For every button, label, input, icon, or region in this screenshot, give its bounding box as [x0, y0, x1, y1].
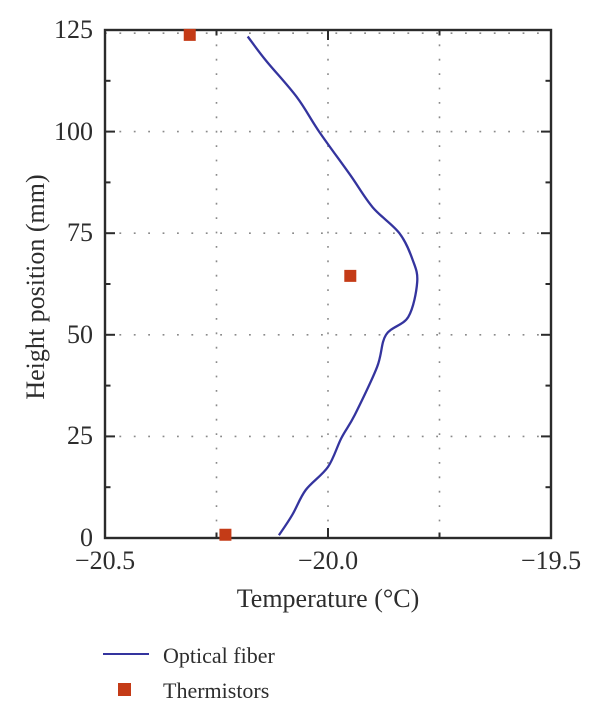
y-axis-title: Height position (mm)	[21, 174, 50, 400]
thermistor-marker	[344, 269, 357, 282]
thermistor-marker	[183, 28, 196, 41]
optical-fiber-curve	[246, 35, 419, 536]
x-tick-label: −20.5	[74, 546, 136, 575]
plot-frame	[103, 28, 553, 540]
y-tick-label: 125	[54, 15, 93, 44]
y-tick-label: 75	[67, 218, 93, 248]
y-tick-label: 50	[67, 319, 93, 349]
thermistor-square-icon	[118, 683, 131, 696]
y-tick-label: 25	[67, 421, 93, 451]
x-axis-title: Temperature (°C)	[236, 584, 420, 613]
x-tick-label: −20.0	[297, 546, 359, 575]
y-tick-label: 0	[80, 523, 93, 552]
x-tick-label: −19.5	[520, 546, 582, 575]
thermistor-marker	[219, 528, 232, 541]
optical-fiber-line-icon	[103, 653, 149, 655]
y-tick-label: 100	[54, 116, 93, 146]
legend-label-optical-fiber: Optical fiber	[163, 643, 275, 668]
legend-label-thermistors: Thermistors	[163, 678, 270, 703]
plot-area	[103, 28, 553, 541]
